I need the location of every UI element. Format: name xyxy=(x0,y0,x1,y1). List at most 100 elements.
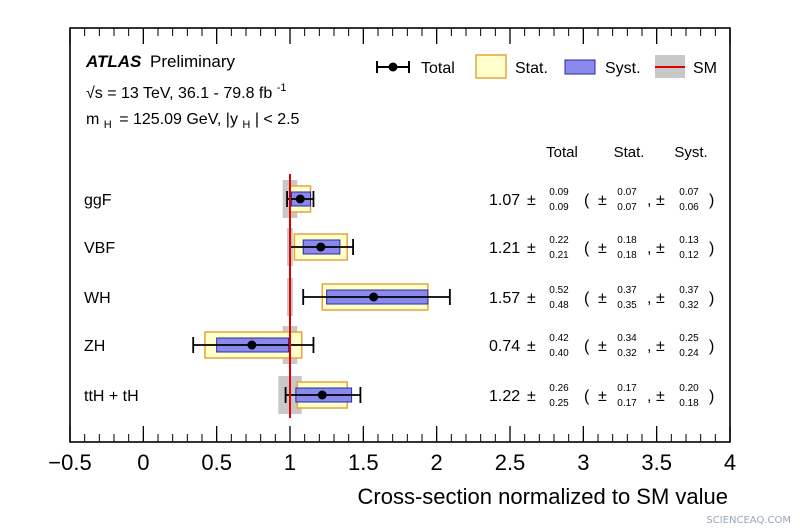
pm-sign: ± xyxy=(598,388,607,405)
total-up: 0.42 xyxy=(549,333,569,344)
mass-end: | < 2.5 xyxy=(255,111,300,128)
legend-stat-label: Stat. xyxy=(515,60,548,77)
comma: , xyxy=(647,240,651,257)
value-central: 1.57 xyxy=(489,290,520,307)
legend: Total Stat. Syst. SM xyxy=(376,54,717,79)
syst-down: 0.18 xyxy=(679,398,699,409)
syst-up: 0.07 xyxy=(679,187,699,198)
total-down: 0.40 xyxy=(549,348,569,359)
data-point xyxy=(247,340,257,350)
legend-sm-label: SM xyxy=(693,60,717,77)
open-paren: ( xyxy=(584,290,590,307)
open-paren: ( xyxy=(584,240,590,257)
x-tick-label: 0.5 xyxy=(201,450,232,475)
comma: , xyxy=(647,192,651,209)
pm-sign: ± xyxy=(527,338,536,355)
open-paren: ( xyxy=(584,192,590,209)
total-down: 0.09 xyxy=(549,202,569,213)
syst-up: 0.37 xyxy=(679,285,699,296)
stat-up: 0.37 xyxy=(617,285,637,296)
data-rows xyxy=(192,185,451,409)
stat-down: 0.18 xyxy=(617,250,637,261)
x-tick-label: 1 xyxy=(284,450,296,475)
stat-up: 0.34 xyxy=(617,333,637,344)
row-label: ZH xyxy=(84,338,105,355)
pm-sign: ± xyxy=(598,338,607,355)
stat-up: 0.07 xyxy=(617,187,637,198)
pm-sign: ± xyxy=(656,192,665,209)
preliminary-label: Preliminary xyxy=(150,52,236,71)
value-columns: 1.07 ±0.09 0.09 (±0.07 0.07, ±0.07 0.06) 1.21 ±0… xyxy=(489,187,714,409)
x-tick-label: 3 xyxy=(577,450,589,475)
row-label: WH xyxy=(84,290,111,307)
close-paren: ) xyxy=(709,240,714,257)
close-paren: ) xyxy=(709,338,714,355)
pm-sign: ± xyxy=(656,338,665,355)
open-paren: ( xyxy=(584,338,590,355)
close-paren: ) xyxy=(709,290,714,307)
row-label: ttH + tH xyxy=(84,388,139,405)
legend-total-label: Total xyxy=(421,60,455,77)
comma: , xyxy=(647,338,651,355)
x-tick-label: 0 xyxy=(137,450,149,475)
legend-syst-label: Syst. xyxy=(605,60,641,77)
total-up: 0.22 xyxy=(549,235,569,246)
data-point xyxy=(369,292,379,302)
legend-total-marker xyxy=(376,61,410,73)
energy-sup: -1 xyxy=(277,82,287,94)
pm-sign: ± xyxy=(527,290,536,307)
pm-sign: ± xyxy=(527,240,536,257)
stat-down: 0.32 xyxy=(617,348,637,359)
x-tick-label: 4 xyxy=(724,450,736,475)
pm-sign: ± xyxy=(656,388,665,405)
x-tick-label: −0.5 xyxy=(48,450,91,475)
row-label: ggF xyxy=(84,192,112,209)
total-up: 0.09 xyxy=(549,187,569,198)
total-up: 0.26 xyxy=(549,383,569,394)
x-tick-label: 3.5 xyxy=(641,450,672,475)
data-point xyxy=(316,242,326,252)
syst-down: 0.06 xyxy=(679,202,699,213)
plot-frame xyxy=(69,27,731,443)
pm-sign: ± xyxy=(527,388,536,405)
legend-sm-swatch xyxy=(655,55,685,78)
mass-line: m H = 125.09 GeV, |y H | < 2.5 xyxy=(86,111,300,132)
stat-down: 0.17 xyxy=(617,398,637,409)
mass-m: m xyxy=(86,111,99,128)
pm-sign: ± xyxy=(656,240,665,257)
mass-sub: H xyxy=(104,119,112,131)
energy-line: √s = 13 TeV, 36.1 - 79.8 fb -1 xyxy=(86,82,287,102)
row-label: VBF xyxy=(84,240,115,257)
pm-sign: ± xyxy=(527,192,536,209)
energy-sqrt: √s xyxy=(86,85,103,102)
syst-up: 0.13 xyxy=(679,235,699,246)
legend-syst-swatch xyxy=(564,59,596,75)
total-down: 0.25 xyxy=(549,398,569,409)
value-central: 1.07 xyxy=(489,192,520,209)
mass-mid: = 125.09 GeV, |y xyxy=(119,111,238,128)
x-tick-label: 1.5 xyxy=(348,450,379,475)
row-labels: ggF VBF WH ZH ttH + tH xyxy=(84,192,139,405)
value-central: 0.74 xyxy=(489,338,520,355)
comma: , xyxy=(647,388,651,405)
value-central: 1.21 xyxy=(489,240,520,257)
x-tick-label: 2 xyxy=(431,450,443,475)
mass-sub2: H xyxy=(242,119,250,131)
column-header-total: Total xyxy=(546,144,578,161)
x-axis-title: Cross-section normalized to SM value xyxy=(358,484,728,509)
syst-down: 0.24 xyxy=(679,348,699,359)
open-paren: ( xyxy=(584,388,590,405)
syst-up: 0.25 xyxy=(679,333,699,344)
column-header-stat: Stat. xyxy=(614,144,645,161)
total-up: 0.52 xyxy=(549,285,569,296)
stat-up: 0.18 xyxy=(617,235,637,246)
energy-text: = 13 TeV, 36.1 - 79.8 fb xyxy=(107,85,272,102)
x-tick-label: 2.5 xyxy=(495,450,526,475)
data-point xyxy=(317,390,327,400)
legend-stat-swatch xyxy=(475,54,507,79)
stat-up: 0.17 xyxy=(617,383,637,394)
value-central: 1.22 xyxy=(489,388,520,405)
data-points xyxy=(247,194,379,400)
x-axis: −0.5 0 0.5 1 1.5 2 2.5 3 3.5 4 xyxy=(48,28,736,475)
